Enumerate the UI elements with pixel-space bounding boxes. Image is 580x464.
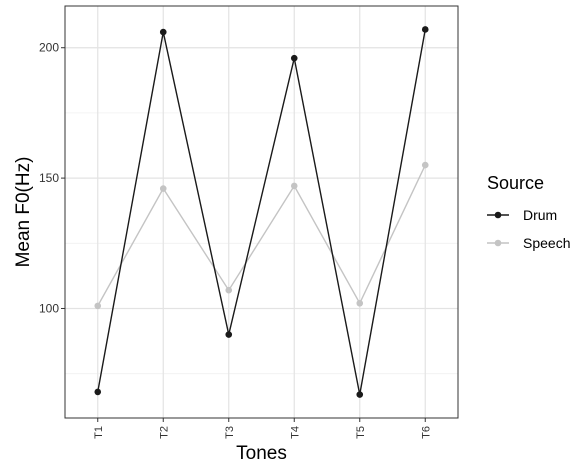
data-point [225,331,233,338]
x-tick-label: T4 [289,426,301,439]
data-point [356,299,364,307]
data-point [94,302,102,310]
y-axis: 100 150 200 [39,41,65,315]
legend-title: Source [487,173,544,193]
data-point [421,26,429,33]
data-point [225,286,233,294]
x-tick-label: T5 [355,426,367,439]
data-point [356,391,364,398]
legend-item-drum: Drum [487,207,557,223]
legend: Source Drum Speech [487,173,570,251]
series-line [97,29,426,395]
legend-item-speech: Speech [487,235,570,251]
series-layer [94,26,429,398]
plot-panel-border [64,5,459,419]
legend-items: Drum Speech [487,207,570,251]
legend-key-point [494,239,502,247]
grid [65,6,458,418]
data-point [290,182,298,190]
legend-label: Speech [523,235,570,251]
data-point [159,28,167,36]
x-axis-title: Tones [236,443,287,464]
series-drum [94,26,429,398]
legend-label: Drum [523,207,557,223]
y-tick-label: 100 [39,301,59,315]
y-tick-label: 150 [39,171,59,185]
x-tick-label: T1 [93,426,105,439]
data-point [94,388,102,396]
series-line [97,164,426,307]
data-point [159,185,167,192]
x-axis: T1 T2 T3 T4 T5 T6 [93,418,432,439]
x-tick-label: T6 [420,426,432,439]
data-point [290,54,298,62]
legend-key-point [494,211,502,219]
data-point [421,161,429,169]
y-axis-title: Mean F0(Hz) [13,157,34,268]
y-tick-label: 200 [39,41,59,55]
x-tick-label: T3 [224,426,236,439]
series-speech [94,161,429,310]
x-tick-label: T2 [158,426,170,439]
